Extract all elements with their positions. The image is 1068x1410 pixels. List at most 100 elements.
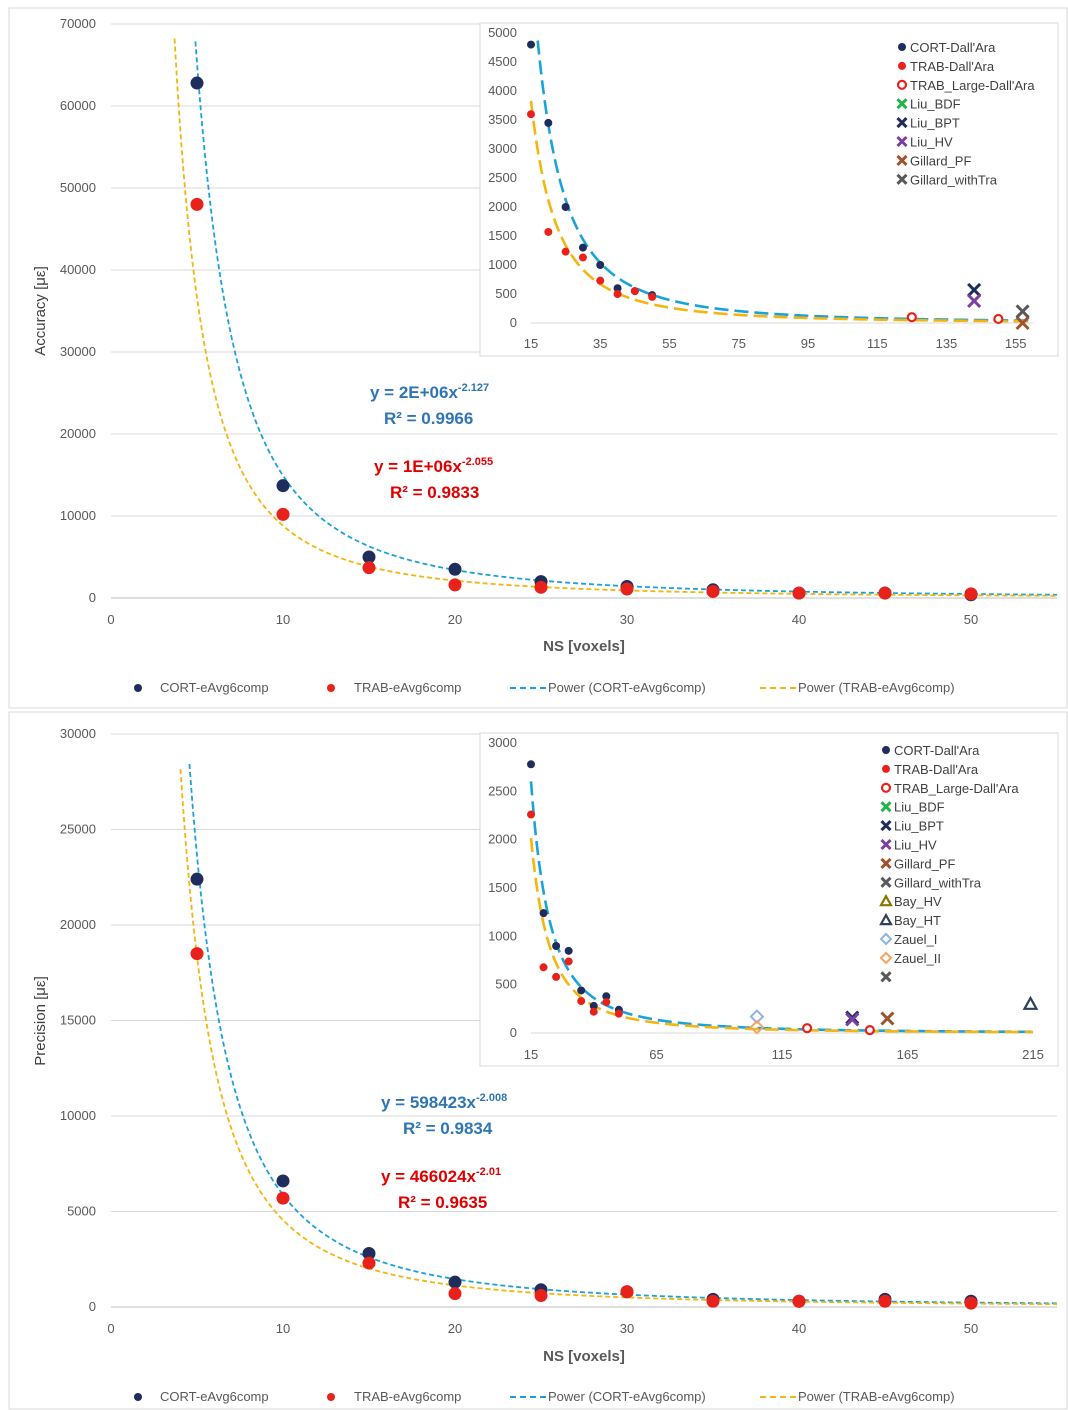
- point-inset-trab-dall-ara-4: [596, 276, 605, 285]
- point-trab-eavg6comp-3: [448, 1287, 462, 1301]
- point-inset-trab-dall-ara-1: [544, 227, 553, 236]
- inset-legend-label-liu-hv: Liu_HV: [910, 135, 953, 150]
- point-legend-trab-large-dall-ara-0: [896, 79, 908, 90]
- trendlines: [173, 38, 1058, 597]
- point-cort-eavg6comp-0: [190, 872, 204, 886]
- point-inset-cort-dall-ara-3: [578, 243, 587, 252]
- point-inset-cort-dall-ara-5: [613, 284, 622, 293]
- point-cort-eavg6comp-3: [448, 1275, 462, 1289]
- legend-label-trab: TRAB-eAvg6comp: [354, 1389, 461, 1404]
- inset-y-tick-label-0: 0: [510, 315, 517, 330]
- y-tick-label-60000: 60000: [60, 98, 96, 113]
- inset-frame: [479, 732, 1059, 1067]
- inset-y-tick-label-2000: 2000: [488, 832, 517, 847]
- inset-chart: 0 500 1000 1500 2000 2500 3000 15 65 115 165 215 C…: [479, 732, 1059, 1067]
- y-tick-label-15000: 15000: [60, 1013, 96, 1028]
- equation-trab: y = 1E+06x-2.055 R² = 0.9833: [374, 456, 493, 502]
- point-inset-cort-dall-ara-1: [544, 118, 553, 127]
- point-legend-cort-dall-ara-0: [882, 746, 890, 754]
- inset-legend-label-gillard-pf: Gillard_PF: [894, 856, 955, 871]
- point-cort-eavg6comp-1: [276, 1174, 290, 1188]
- eq-text: y = 2E+06x: [370, 383, 458, 402]
- y-tick-label-30000: 30000: [60, 726, 96, 741]
- inset-x-tick-label-65: 65: [649, 1047, 663, 1062]
- point-trab-eavg6comp-8: [878, 586, 892, 600]
- legend-marker-trab: [327, 1393, 335, 1401]
- inset-legend-label-liu-bdf: Liu_BDF: [910, 97, 961, 112]
- x-tick-label-10: 10: [276, 1321, 290, 1336]
- legend-label-power-cort: Power (CORT-eAvg6comp): [548, 680, 706, 695]
- equation-cort: y = 2E+06x-2.127 R² = 0.9966: [370, 382, 489, 428]
- point-inset-cort-dall-ara-2: [561, 203, 570, 211]
- point-trab-eavg6comp-9: [964, 1296, 978, 1310]
- inset-legend-label-liu-bpt: Liu_BPT: [910, 116, 960, 131]
- point-inset-trab-large-dall-ara-0: [801, 1023, 813, 1034]
- point-inset-trab-large-dall-ara-1: [864, 1024, 875, 1036]
- point-inset-cort-dall-ara-3: [564, 946, 573, 955]
- point-trab-eavg6comp-7: [792, 1294, 806, 1308]
- x-tick-label-30: 30: [620, 1321, 634, 1336]
- inset-x-ticks: 15 65 115 165 215: [524, 1047, 1044, 1062]
- point-trab-eavg6comp-6: [706, 1294, 720, 1308]
- y-ticks: 0 10000 20000 30000 40000 50000 60000 70000: [60, 16, 96, 605]
- equation-cort: y = 598423x-2.008 R² = 0.9834: [381, 1092, 507, 1138]
- trendline-power-trab-eavg6comp: [173, 38, 1058, 597]
- inset-y-tick-label-5000: 5000: [488, 25, 517, 40]
- point-legend-liu-bdf-0: [896, 98, 908, 110]
- inset-trendline-1: [529, 100, 1034, 323]
- point-inset-trab-dall-ara-7: [614, 1009, 623, 1018]
- inset-trendlines: [529, 781, 1034, 1034]
- point-inset-liu-bpt-0: [967, 282, 982, 298]
- y-tick-label-40000: 40000: [60, 262, 96, 277]
- point-trab-eavg6comp-9: [964, 587, 978, 601]
- x-tick-label-20: 20: [448, 612, 462, 627]
- eq-text: y = 466024x: [381, 1167, 477, 1186]
- x-tick-label-40: 40: [792, 1321, 806, 1336]
- eq-exponent: -2.008: [476, 1092, 507, 1104]
- point-trab-eavg6comp-0: [190, 197, 204, 211]
- inset-x-tick-label-55: 55: [662, 336, 676, 351]
- inset-trendline-1: [529, 837, 1034, 1034]
- y-tick-label-20000: 20000: [60, 917, 96, 932]
- inset-y-tick-label-500: 500: [495, 286, 517, 301]
- point-legend-gillard-pf-0: [880, 857, 892, 869]
- inset-y-tick-label-1500: 1500: [488, 880, 517, 895]
- inset-legend: CORT-Dall'Ara TRAB-Dall'Ara TRAB_Large-Dal…: [896, 40, 1035, 187]
- point-trab-eavg6comp-4: [534, 580, 548, 594]
- x-tick-label-0: 0: [107, 612, 114, 627]
- point-trab-eavg6comp-6: [706, 584, 720, 598]
- point-inset-cort-dall-ara-0: [527, 760, 535, 769]
- point-inset-trab-dall-ara-7: [648, 292, 657, 301]
- inset-x-tick-label-215: 215: [1022, 1047, 1044, 1062]
- inset-x-tick-label-15: 15: [524, 336, 538, 351]
- inset-legend-label-gillard-withtra: Gillard_withTra: [910, 172, 998, 187]
- point-cort-eavg6comp-2: [362, 1247, 376, 1261]
- point-inset-cort-dall-ara-2: [552, 942, 561, 950]
- inset-legend-label-trab-dall-ara: TRAB-Dall'Ara: [894, 762, 979, 777]
- inset-trendlines: [529, 40, 1034, 323]
- inset-x-tick-label-95: 95: [801, 336, 815, 351]
- y-tick-label-70000: 70000: [60, 16, 96, 31]
- equation-trab-formula: y = 466024x-2.01: [381, 1166, 501, 1186]
- point-legend-trab-large-dall-ara-0: [880, 782, 892, 793]
- point-inset-trab-dall-ara-2: [552, 972, 561, 981]
- eq-exponent: -2.127: [458, 382, 489, 394]
- inset-trendline-0: [536, 40, 1034, 322]
- point-legend-trab-dall-ara-0: [882, 764, 890, 773]
- point-legend-gillard-pf-0: [896, 154, 908, 166]
- point-inset-cort-dall-ara-1: [539, 909, 548, 918]
- y-tick-label-5000: 5000: [67, 1204, 96, 1219]
- point-inset-trab-dall-ara-0: [527, 810, 535, 819]
- point-trab-eavg6comp-4: [534, 1289, 548, 1303]
- inset-y-tick-label-500: 500: [495, 977, 517, 992]
- point-legend-liu-hv-0: [896, 135, 908, 148]
- data-points: [190, 872, 978, 1310]
- legend-label-cort: CORT-eAvg6comp: [160, 1389, 269, 1404]
- inset-legend-label-zauel-ii: Zauel_II: [894, 951, 941, 966]
- point-inset-trab-dall-ara-1: [539, 963, 548, 972]
- point-legend-zauel-i-0: [879, 932, 893, 946]
- equation-cort-formula: y = 2E+06x-2.127: [370, 382, 489, 402]
